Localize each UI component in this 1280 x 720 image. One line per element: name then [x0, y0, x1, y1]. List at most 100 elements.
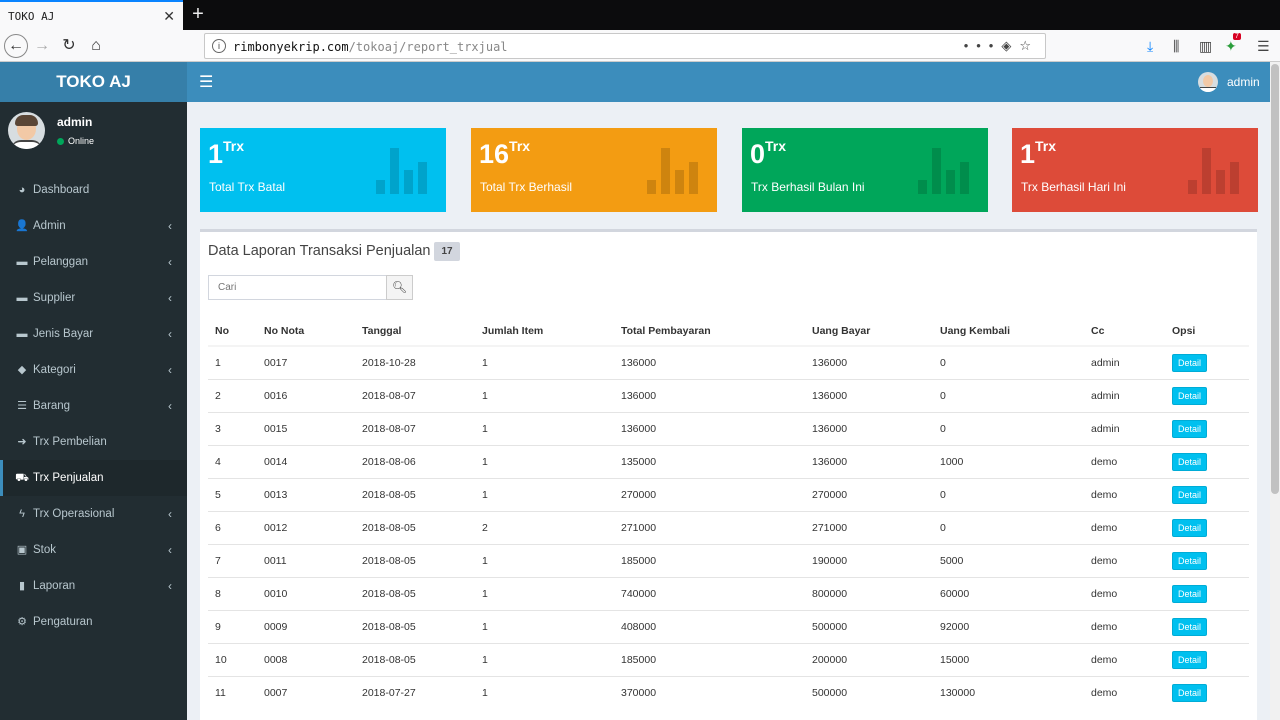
options-cell: Detail — [1165, 477, 1249, 511]
table-cell: 130000 — [933, 675, 1084, 709]
app-logo[interactable]: TOKO AJ — [0, 62, 187, 102]
new-tab-icon[interactable]: + — [192, 3, 204, 25]
table-cell: demo — [1084, 543, 1165, 577]
header-user[interactable]: admin — [1227, 75, 1260, 89]
table-row: 2 0016 2018-08-07 1 136000 136000 0 admin Detail — [208, 378, 1249, 412]
detail-button[interactable]: Detail — [1172, 683, 1208, 702]
column-header[interactable]: Cc — [1084, 316, 1165, 347]
column-header[interactable]: Uang Kembali — [933, 316, 1084, 347]
back-icon[interactable]: ← — [4, 34, 28, 58]
url-text[interactable]: rimbonyekrip.com/tokoaj/report_trxjual — [233, 40, 508, 54]
count-badge: 17 — [434, 242, 460, 261]
stat-label: Total Trx Berhasil — [480, 180, 573, 194]
table-cell: 9 — [208, 609, 257, 643]
table-cell: 270000 — [805, 477, 933, 511]
pocket-icon[interactable]: ◈ — [1001, 38, 1020, 53]
search-button[interactable]: 🔍︎ — [386, 275, 413, 300]
close-icon[interactable]: ✕ — [163, 8, 175, 24]
home-icon[interactable]: ⌂ — [91, 37, 101, 54]
sidebar-item-label: Stok — [33, 544, 57, 556]
column-header[interactable]: Opsi — [1165, 316, 1249, 347]
detail-button[interactable]: Detail — [1172, 584, 1208, 603]
sidebar-item-trx-penjualan[interactable]: ⛟ Trx Penjualan — [0, 460, 187, 496]
column-header[interactable]: Uang Bayar — [805, 316, 933, 347]
stat-box: 0Trx Trx Berhasil Bulan Ini — [742, 128, 988, 212]
menu-icon[interactable]: ☰ — [1257, 38, 1270, 54]
more-icon[interactable]: ••• — [963, 38, 1002, 53]
sidebar-item-dashboard[interactable]: ◕ Dashboard — [0, 172, 187, 208]
download-icon[interactable]: ⤓ — [1147, 38, 1154, 54]
table-cell: demo — [1084, 477, 1165, 511]
sidebar-item-trx-pembelian[interactable]: ➜ Trx Pembelian — [0, 424, 187, 460]
sidebar-item-label: Supplier — [33, 292, 76, 304]
detail-button[interactable]: Detail — [1172, 419, 1208, 438]
sidebar-item-jenis-bayar[interactable]: ▬ Jenis Bayar ‹ — [0, 316, 187, 352]
options-cell: Detail — [1165, 378, 1249, 412]
table-cell: 1 — [475, 345, 614, 379]
user-name: admin — [57, 115, 93, 129]
table-cell: 0008 — [257, 642, 355, 676]
sidebar-item-supplier[interactable]: ▬ Supplier ‹ — [0, 280, 187, 316]
column-header[interactable]: Total Pembayaran — [614, 316, 805, 347]
page-actions: •••◈☆ — [964, 38, 1039, 54]
table-cell: 500000 — [805, 675, 933, 709]
browser-tab[interactable]: TOKO AJ ✕ — [0, 0, 183, 30]
table-cell: admin — [1084, 378, 1165, 412]
sidebar-item-trx-operasional[interactable]: ϟ Trx Operasional ‹ — [0, 496, 187, 532]
column-header[interactable]: No Nota — [257, 316, 355, 347]
sidebar-item-laporan[interactable]: ▮ Laporan ‹ — [0, 568, 187, 604]
detail-button[interactable]: Detail — [1172, 650, 1208, 669]
forward-icon[interactable]: → — [34, 37, 50, 54]
detail-button[interactable]: Detail — [1172, 551, 1208, 570]
table-cell: 0 — [933, 378, 1084, 412]
folder-icon: ▬ — [16, 328, 28, 340]
scrollbar[interactable] — [1270, 62, 1280, 720]
detail-button[interactable]: Detail — [1172, 485, 1208, 504]
header-avatar[interactable] — [1198, 72, 1218, 92]
table-cell: 740000 — [614, 576, 805, 610]
detail-button[interactable]: Detail — [1172, 617, 1208, 636]
sidebar-item-kategori[interactable]: ◆ Kategori ‹ — [0, 352, 187, 388]
search-input[interactable] — [208, 275, 387, 300]
detail-button[interactable]: Detail — [1172, 518, 1208, 537]
sidebar-item-pengaturan[interactable]: ⚙ Pengaturan — [0, 604, 187, 640]
table-cell: 1 — [475, 609, 614, 643]
online-dot-icon — [57, 138, 64, 145]
detail-button[interactable]: Detail — [1172, 452, 1208, 471]
options-cell: Detail — [1165, 510, 1249, 544]
table-cell: admin — [1084, 411, 1165, 445]
sidebar-toggle-icon[interactable]: ▥ — [1199, 38, 1213, 54]
table-cell: 2018-08-05 — [355, 642, 475, 676]
reload-icon[interactable]: ↻ — [62, 37, 76, 54]
table-cell: demo — [1084, 675, 1165, 709]
column-header[interactable]: Jumlah Item — [475, 316, 614, 347]
bolt-icon: ϟ — [19, 508, 25, 520]
library-icon[interactable]: ⫼ — [1173, 38, 1180, 54]
sidebar-item-admin[interactable]: 👤 Admin ‹ — [0, 208, 187, 244]
sidebar-item-stok[interactable]: ▣ Stok ‹ — [0, 532, 187, 568]
sidebar-item-label: Pelanggan — [33, 256, 88, 268]
table-cell: 60000 — [933, 576, 1084, 610]
sidebar-item-barang[interactable]: ☰ Barang ‹ — [0, 388, 187, 424]
detail-button[interactable]: Detail — [1172, 353, 1208, 372]
column-header[interactable]: No — [208, 316, 257, 347]
bar-chart-icon — [647, 148, 698, 194]
options-cell: Detail — [1165, 642, 1249, 676]
table-cell: 1 — [475, 378, 614, 412]
column-header[interactable]: Tanggal — [355, 316, 475, 347]
url-path: /tokoaj/report_trxjual — [348, 40, 508, 54]
url-bar[interactable]: i rimbonyekrip.com/tokoaj/report_trxjual… — [204, 33, 1046, 59]
table-row: 10 0008 2018-08-05 1 185000 200000 15000 demo De… — [208, 642, 1249, 676]
info-icon[interactable]: i — [212, 39, 226, 53]
scrollbar-thumb[interactable] — [1271, 64, 1279, 494]
chevron-left-icon: ‹ — [168, 399, 172, 413]
extension-icon[interactable]: ✦ 7 — [1225, 33, 1241, 54]
table-cell: 1 — [475, 444, 614, 478]
hamburger-icon[interactable]: ☰ — [199, 74, 214, 91]
browser-nav-bar: ← → ↻ ⌂ i rimbonyekrip.com/tokoaj/report… — [0, 30, 1280, 62]
table-cell: 800000 — [805, 576, 933, 610]
table-cell: 190000 — [805, 543, 933, 577]
sidebar-item-pelanggan[interactable]: ▬ Pelanggan ‹ — [0, 244, 187, 280]
bookmark-star-icon[interactable]: ☆ — [1019, 38, 1039, 53]
detail-button[interactable]: Detail — [1172, 386, 1208, 405]
